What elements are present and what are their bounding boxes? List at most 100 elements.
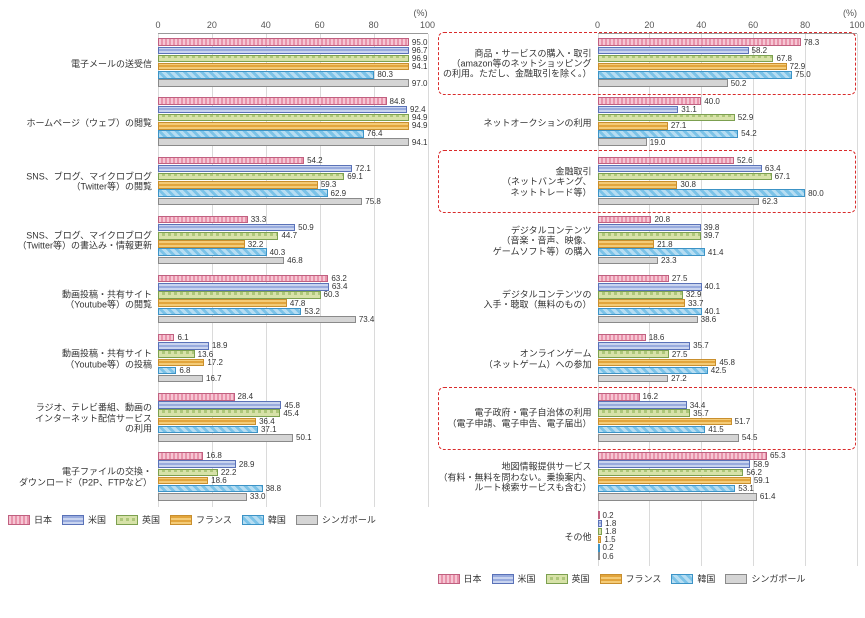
bar-row: 35.7 [598,409,858,417]
bar-row: 32.9 [598,291,858,299]
bar [598,63,787,71]
bar-row: 40.1 [598,307,858,315]
bar [158,477,208,485]
x-axis: 020406080100 [158,20,428,34]
bar-row: 53.2 [158,307,428,315]
legend-item: 米国 [62,513,106,526]
bar-row: 67.8 [598,54,858,62]
bar [158,375,203,383]
legend-item: 日本 [8,513,52,526]
legend-swatch [242,515,264,525]
bar-row: 32.2 [158,240,428,248]
bar-row: 54.2 [598,130,858,138]
group-label: 電子ファイルの交換・ダウンロード（P2P、FTPなど） [8,467,158,488]
legend-swatch [170,515,192,525]
bar-group: 電子ファイルの交換・ダウンロード（P2P、FTPなど）16.828.922.21… [158,448,428,507]
bar [158,460,236,468]
bar-value: 42.5 [711,366,727,375]
legend-item: シンガポール [725,572,805,585]
bar-value: 40.0 [704,97,720,106]
group-label: 動画投稿・共有サイト（Youtube等）の閲覧 [8,290,158,311]
bar-value: 53.2 [304,307,320,316]
legend-label: 韓国 [268,513,286,526]
bar-value: 27.1 [671,121,687,130]
bar [598,434,739,442]
legend-swatch [62,515,84,525]
bar-value: 73.4 [359,315,375,324]
panel-left: (%)020406080100電子メールの送受信95.096.796.994.1… [8,8,428,585]
bar-row: 58.2 [598,46,858,54]
group-label: ネットオークションの利用 [438,118,598,128]
legend: 日本米国英国フランス韓国シンガポール [438,572,858,585]
bar-value: 6.1 [177,333,188,342]
bar [158,426,258,434]
bar [598,157,734,165]
bar-row: 16.2 [598,393,858,401]
bar-value: 65.3 [770,451,786,460]
axis-tick: 60 [748,20,758,30]
bar [598,367,708,375]
bar-row: 33.3 [158,215,428,223]
bar [598,240,655,248]
bar-row: 53.1 [598,485,858,493]
bar-row: 72.9 [598,63,858,71]
bar-value: 97.0 [412,79,428,88]
chart-area: 020406080100電子メールの送受信95.096.796.994.180.… [8,20,428,507]
axis-tick: 40 [696,20,706,30]
legend-item: フランス [170,513,232,526]
bar-value: 19.0 [650,138,666,147]
bar [598,418,732,426]
bar-row: 41.4 [598,248,858,256]
bar [158,409,280,417]
bar [598,316,698,324]
bar [158,55,409,63]
bar-group: ラジオ、テレビ番組、動画のインターネット配信サービスの利用28.445.845.… [158,389,428,448]
bar-row: 94.9 [158,122,428,130]
legend-label: フランス [196,513,232,526]
bar-value: 62.3 [762,197,778,206]
bar [158,157,304,165]
bar [598,47,749,55]
bar-value: 39.7 [704,231,720,240]
bar [158,63,409,71]
bar-group: デジタルコンテンツの入手・聴取（無料のもの）27.540.132.933.740… [598,271,858,330]
bar-value: 38.6 [701,315,717,324]
legend-swatch [600,574,622,584]
bar [158,189,328,197]
axis-tick: 80 [800,20,810,30]
legend-label: シンガポール [322,513,376,526]
bar [598,528,603,536]
group-label: ホームページ（ウェブ）の閲覧 [8,118,158,128]
bar [598,55,774,63]
legend-swatch [546,574,568,584]
bar-row: 0.2 [598,544,858,552]
bar [598,291,683,299]
bar [598,97,702,105]
bar-value: 40.3 [270,248,286,257]
legend-label: 米国 [518,572,536,585]
bar-value: 54.5 [742,433,758,442]
group-label: その他 [438,531,598,541]
bar [158,47,409,55]
bar-group: 電子政府・電子自治体の利用（電子申請、電子申告、電子届出）16.234.435.… [598,389,858,448]
bar [158,418,256,426]
legend-item: 英国 [116,513,160,526]
bar-value: 54.2 [307,156,323,165]
bar-row: 44.7 [158,232,428,240]
bar-value: 35.7 [693,341,709,350]
bar-row: 75.0 [598,71,858,79]
bar-row: 1.8 [598,527,858,535]
bar-row: 35.7 [598,342,858,350]
bar-value: 45.4 [283,409,299,418]
bar-row: 92.4 [158,105,428,113]
bars-column: 020406080100商品・サービスの購入・取引（amazon等のネットショッ… [598,20,858,566]
bar-value: 52.9 [738,113,754,122]
group-label: SNS、ブログ、マイクロブログ（Twitter等）の書込み・情報更新 [8,231,158,252]
bar [598,452,767,460]
bar-row: 54.2 [158,156,428,164]
legend-swatch [725,574,747,584]
bar-value: 78.3 [804,38,820,47]
bar [158,181,318,189]
bar [598,224,701,232]
group-label: 金融取引（ネットバンキング、ネットトレード等） [438,166,598,197]
